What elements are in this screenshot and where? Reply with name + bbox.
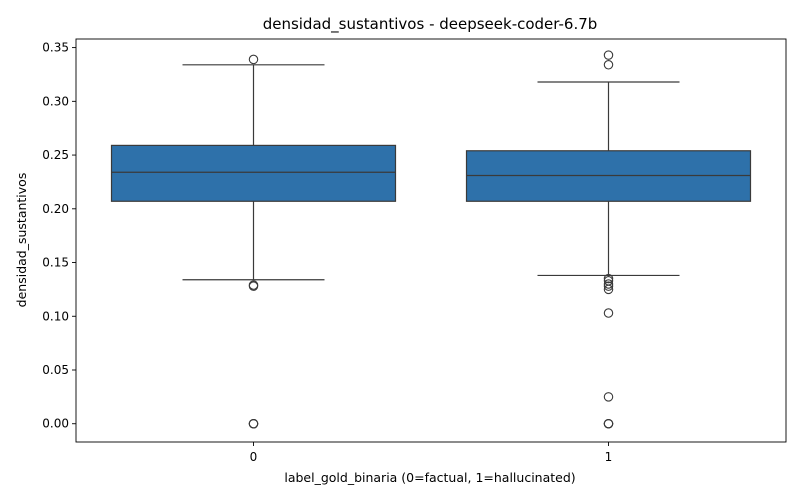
- outlier-point: [603, 284, 614, 295]
- box-group-1: [465, 50, 752, 429]
- x-axis-title: label_gold_binaria (0=factual, 1=halluci…: [284, 470, 575, 485]
- outlier-point: [248, 418, 259, 429]
- y-tick-label: 0.30: [42, 94, 69, 108]
- outlier-point: [248, 54, 259, 65]
- outlier-point: [248, 281, 259, 291]
- plot-area: [110, 50, 752, 429]
- outlier-point: [603, 392, 614, 402]
- x-tick-label: 0: [250, 450, 258, 464]
- outlier-point: [603, 281, 614, 291]
- chart-title: densidad_sustantivos - deepseek-coder-6.…: [263, 15, 598, 34]
- y-axis: 0.00 0.05 0.10 0.15 0.20 0.25 0.30 0.35: [42, 41, 76, 431]
- outlier-point: [603, 50, 614, 60]
- outlier-point: [603, 60, 614, 70]
- y-tick-label: 0.00: [42, 417, 69, 431]
- x-tick-label: 1: [605, 450, 613, 464]
- y-tick-label: 0.05: [42, 363, 69, 377]
- y-axis-title: densidad_sustantivos: [14, 173, 29, 308]
- y-tick-label: 0.35: [42, 41, 69, 55]
- y-tick-label: 0.25: [42, 148, 69, 162]
- box-group-0: [110, 54, 397, 429]
- y-tick-label: 0.10: [42, 309, 69, 323]
- y-tick-label: 0.20: [42, 202, 69, 216]
- plot-frame: [75, 38, 787, 443]
- outlier-point: [603, 308, 614, 318]
- outlier-point: [603, 418, 614, 429]
- y-tick-label: 0.15: [42, 256, 69, 270]
- iqr-box: [110, 144, 397, 202]
